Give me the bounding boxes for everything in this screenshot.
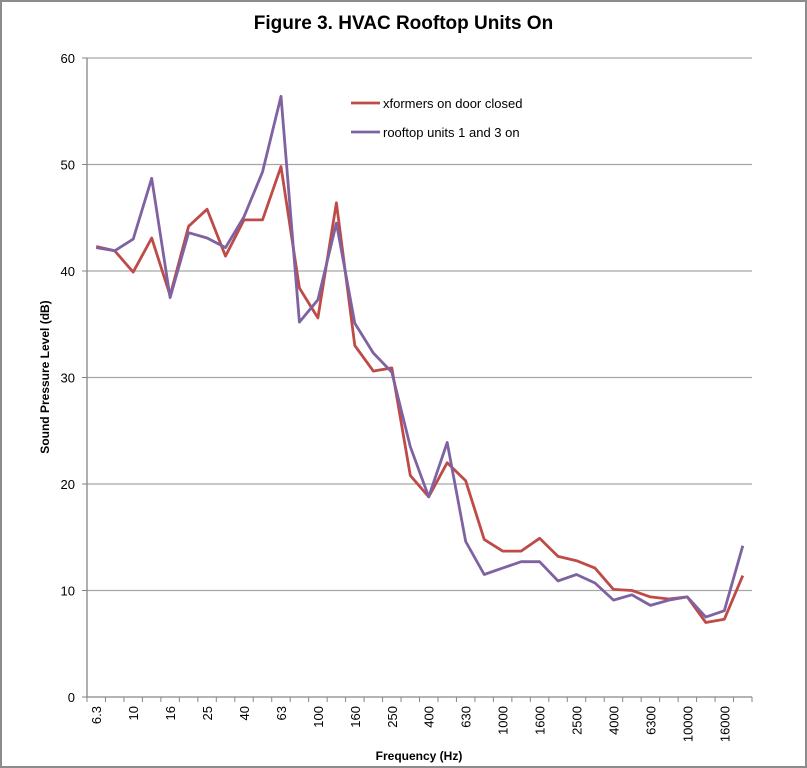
chart-title: Figure 3. HVAC Rooftop Units On [253, 13, 554, 34]
x-tick-label: 40 [237, 706, 252, 720]
x-tick-label: 16000 [717, 706, 732, 742]
x-tick-label: 400 [422, 706, 437, 728]
gridlines [87, 57, 752, 592]
series-lines [95, 94, 745, 624]
x-tick-label: 6.3 [89, 706, 104, 724]
y-tick-label: 50 [61, 158, 75, 173]
y-tick-label: 0 [68, 690, 75, 705]
x-tick-label: 250 [385, 706, 400, 728]
x-axis-title: Frequency (Hz) [376, 749, 463, 763]
x-tick-label: 16 [163, 706, 178, 720]
series-line-2 [95, 94, 745, 619]
legend-label-2: rooftop units 1 and 3 on [383, 125, 520, 140]
y-tick-label: 60 [61, 51, 75, 66]
legend-label-1: xformers on door closed [383, 96, 522, 111]
x-tick-label: 630 [459, 706, 474, 728]
x-tick-label: 2500 [570, 706, 585, 735]
x-tick-label: 160 [348, 706, 363, 728]
y-axis-title: Sound Pressure Level (dB) [38, 300, 52, 453]
y-tick-label: 30 [61, 371, 75, 386]
x-tick-label: 1000 [496, 706, 511, 735]
x-tick-label: 10 [126, 706, 141, 720]
x-tick-label: 25 [200, 706, 215, 720]
legend: xformers on door closed rooftop units 1 a… [351, 96, 522, 140]
y-tick-labels: 0 10 20 30 40 50 60 [61, 51, 75, 705]
series-line-1 [95, 165, 745, 624]
axes [82, 57, 753, 702]
x-tick-label: 63 [274, 706, 289, 720]
x-tick-label: 10000 [680, 706, 695, 742]
x-tick-label: 100 [311, 706, 326, 728]
y-tick-label: 10 [61, 584, 75, 599]
y-tick-label: 40 [61, 264, 75, 279]
y-tick-label: 20 [61, 477, 75, 492]
x-tick-label: 1600 [533, 706, 548, 735]
x-tick-label: 4000 [606, 706, 621, 735]
x-tick-label: 6300 [643, 706, 658, 735]
x-tick-labels: 6.3 10 16 25 40 63 100 160 250 400 630 1000 1600 2500… [89, 706, 732, 742]
